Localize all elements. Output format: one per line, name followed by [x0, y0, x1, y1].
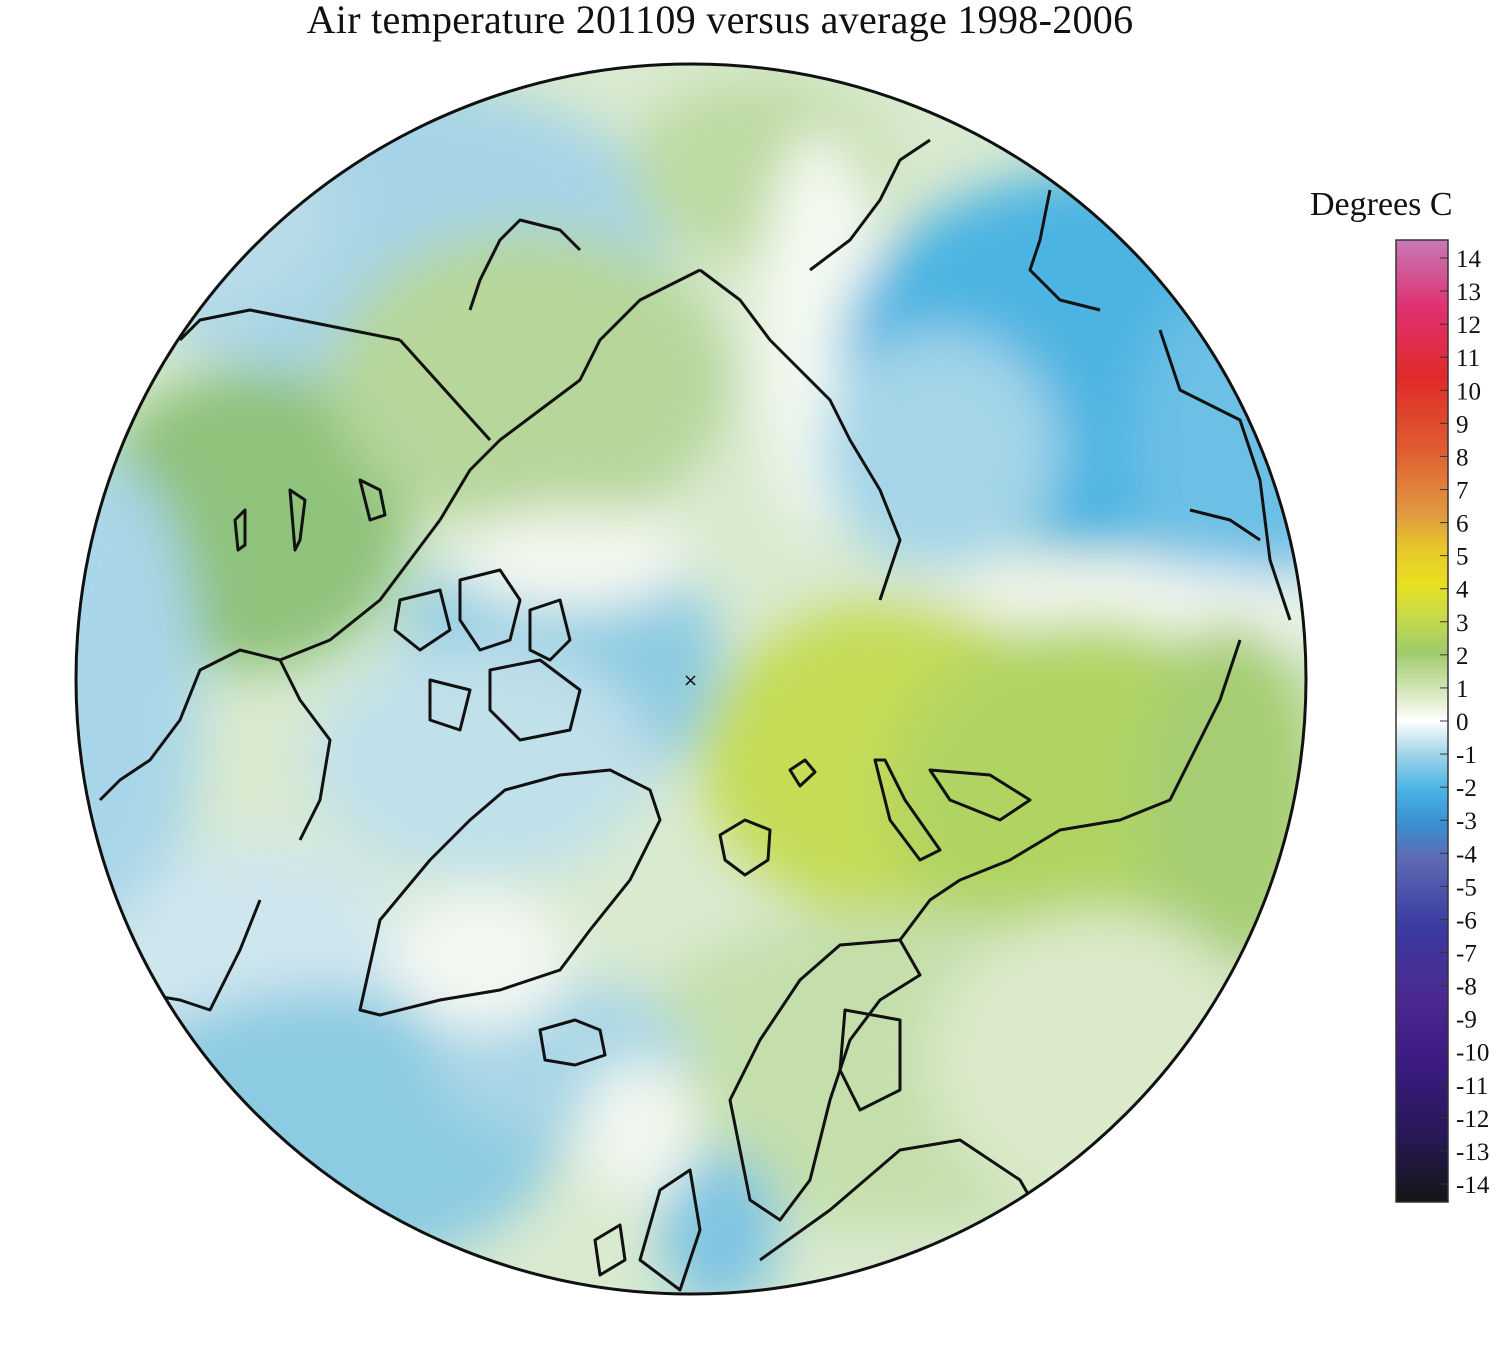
legend-ticks: 14131211109876543210-1-2-3-4-5-6-7-8-9-1… — [1440, 246, 1490, 1199]
legend-tick-label: 4 — [1456, 577, 1469, 604]
map-border — [74, 62, 1308, 1296]
legend-tick-label: 13 — [1456, 279, 1481, 306]
legend-tick-label: 1 — [1456, 676, 1469, 703]
legend-tick-label: 14 — [1456, 246, 1482, 273]
legend-tick-label: 11 — [1456, 345, 1480, 372]
legend-tick-label: -5 — [1456, 874, 1477, 901]
legend-tick-label: 5 — [1456, 544, 1469, 571]
temperature-anomaly-field: × — [76, 64, 1306, 1294]
legend-tick-label: -2 — [1456, 775, 1477, 802]
legend-tick-label: -6 — [1456, 907, 1477, 934]
legend-tick-label: -12 — [1456, 1106, 1489, 1133]
chart-title: Air temperature 201109 versus average 19… — [306, 0, 1134, 42]
pole-marker: × — [683, 670, 698, 691]
color-legend: 14131211109876543210-1-2-3-4-5-6-7-8-9-1… — [1395, 239, 1490, 1203]
legend-tick-label: 3 — [1456, 610, 1469, 637]
legend-tick-label: -7 — [1456, 941, 1477, 968]
legend-tick-label: 12 — [1456, 312, 1481, 339]
legend-color-bar — [1395, 239, 1449, 1203]
legend-tick-label: -11 — [1456, 1073, 1488, 1100]
legend-tick-label: -3 — [1456, 808, 1477, 835]
legend-tick-label: 9 — [1456, 411, 1469, 438]
legend-tick-label: 8 — [1456, 444, 1469, 471]
legend-tick-label: 2 — [1456, 643, 1469, 670]
legend-tick-label: 10 — [1456, 378, 1481, 405]
legend-tick-label: -10 — [1456, 1040, 1489, 1067]
coastlines — [98, 138, 1292, 1294]
legend-tick-label: -14 — [1456, 1172, 1490, 1199]
legend-tick-label: 7 — [1456, 478, 1469, 505]
legend-title: Degrees C — [1310, 186, 1453, 223]
legend-tick-label: -1 — [1456, 742, 1477, 769]
legend-tick-label: 0 — [1456, 709, 1469, 736]
legend-tick-label: -8 — [1456, 974, 1477, 1001]
legend-tick-label: 6 — [1456, 511, 1469, 538]
legend-tick-label: -4 — [1456, 841, 1477, 868]
legend-tick-label: -13 — [1456, 1139, 1489, 1166]
legend-tick-label: -9 — [1456, 1007, 1477, 1034]
